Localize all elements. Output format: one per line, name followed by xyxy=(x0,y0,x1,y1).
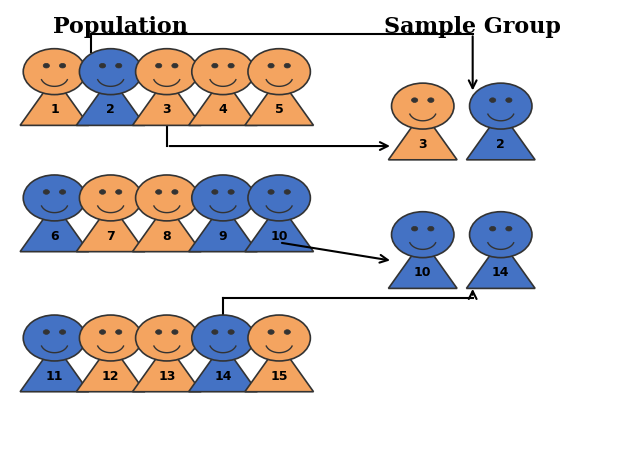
Circle shape xyxy=(23,49,86,95)
Text: 2: 2 xyxy=(497,138,505,151)
Circle shape xyxy=(490,98,496,103)
Circle shape xyxy=(212,190,218,194)
Circle shape xyxy=(248,175,310,221)
Circle shape xyxy=(192,315,254,361)
Circle shape xyxy=(172,190,178,194)
Text: 15: 15 xyxy=(270,370,288,383)
Polygon shape xyxy=(245,77,314,125)
Circle shape xyxy=(80,175,142,221)
Circle shape xyxy=(391,212,454,258)
Circle shape xyxy=(506,98,512,103)
Polygon shape xyxy=(466,240,535,288)
Polygon shape xyxy=(20,344,89,392)
Circle shape xyxy=(43,190,50,194)
Polygon shape xyxy=(132,203,201,252)
Circle shape xyxy=(135,49,198,95)
Polygon shape xyxy=(245,344,314,392)
Circle shape xyxy=(212,330,218,334)
Circle shape xyxy=(470,83,532,129)
Circle shape xyxy=(60,330,66,334)
Circle shape xyxy=(100,63,105,68)
Text: 6: 6 xyxy=(50,230,59,243)
Circle shape xyxy=(23,315,86,361)
Circle shape xyxy=(60,190,66,194)
Circle shape xyxy=(228,330,234,334)
Circle shape xyxy=(268,330,274,334)
Text: 11: 11 xyxy=(46,370,63,383)
Text: 3: 3 xyxy=(162,103,171,116)
Circle shape xyxy=(23,175,86,221)
Circle shape xyxy=(155,190,162,194)
Circle shape xyxy=(228,63,234,68)
Polygon shape xyxy=(132,344,201,392)
Text: 1: 1 xyxy=(50,103,59,116)
Circle shape xyxy=(43,330,50,334)
Polygon shape xyxy=(76,203,145,252)
Circle shape xyxy=(411,98,418,103)
Circle shape xyxy=(135,175,198,221)
Circle shape xyxy=(411,226,418,231)
Text: 3: 3 xyxy=(418,138,427,151)
Circle shape xyxy=(172,330,178,334)
Circle shape xyxy=(212,63,218,68)
Polygon shape xyxy=(189,203,257,252)
Text: 4: 4 xyxy=(219,103,228,116)
Circle shape xyxy=(80,315,142,361)
Text: 14: 14 xyxy=(214,370,232,383)
Circle shape xyxy=(490,226,496,231)
Circle shape xyxy=(284,190,290,194)
Text: 12: 12 xyxy=(102,370,119,383)
Polygon shape xyxy=(76,344,145,392)
Polygon shape xyxy=(245,203,314,252)
Circle shape xyxy=(115,190,122,194)
Circle shape xyxy=(80,49,142,95)
Text: 9: 9 xyxy=(219,230,228,243)
Circle shape xyxy=(428,98,434,103)
Circle shape xyxy=(506,226,512,231)
Text: 14: 14 xyxy=(492,267,510,280)
Circle shape xyxy=(248,315,310,361)
Circle shape xyxy=(192,49,254,95)
Text: 10: 10 xyxy=(270,230,288,243)
Polygon shape xyxy=(388,112,457,160)
Polygon shape xyxy=(20,77,89,125)
Text: 8: 8 xyxy=(162,230,171,243)
Circle shape xyxy=(284,63,290,68)
Text: Population: Population xyxy=(53,16,187,38)
Circle shape xyxy=(268,63,274,68)
Circle shape xyxy=(115,330,122,334)
Circle shape xyxy=(228,190,234,194)
Text: 5: 5 xyxy=(275,103,283,116)
Polygon shape xyxy=(388,240,457,288)
Circle shape xyxy=(115,63,122,68)
Circle shape xyxy=(100,190,105,194)
Text: 2: 2 xyxy=(106,103,115,116)
Circle shape xyxy=(428,226,434,231)
Circle shape xyxy=(155,63,162,68)
Circle shape xyxy=(135,315,198,361)
Circle shape xyxy=(470,212,532,258)
Text: 10: 10 xyxy=(414,267,431,280)
Polygon shape xyxy=(132,77,201,125)
Circle shape xyxy=(172,63,178,68)
Circle shape xyxy=(248,49,310,95)
Circle shape xyxy=(100,330,105,334)
Circle shape xyxy=(43,63,50,68)
Polygon shape xyxy=(466,112,535,160)
Circle shape xyxy=(155,330,162,334)
Circle shape xyxy=(60,63,66,68)
Text: Sample Group: Sample Group xyxy=(384,16,561,38)
Circle shape xyxy=(268,190,274,194)
Text: 7: 7 xyxy=(106,230,115,243)
Polygon shape xyxy=(189,77,257,125)
Circle shape xyxy=(391,83,454,129)
Text: 13: 13 xyxy=(158,370,176,383)
Circle shape xyxy=(192,175,254,221)
Polygon shape xyxy=(20,203,89,252)
Circle shape xyxy=(284,330,290,334)
Polygon shape xyxy=(76,77,145,125)
Polygon shape xyxy=(189,344,257,392)
